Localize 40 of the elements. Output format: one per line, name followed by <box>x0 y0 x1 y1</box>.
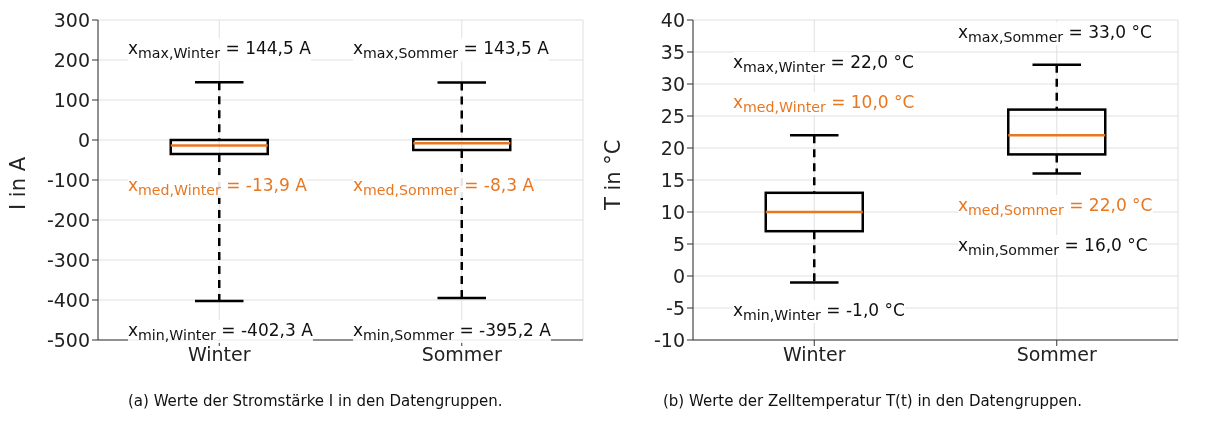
annotation: x$_{max,Sommer}$ = 33,0 °C <box>958 22 1152 46</box>
text: (b) Werte der Zelltemperatur T(t) in den Datengruppen. <box>663 392 1082 410</box>
y-tick-label: -100 <box>46 168 90 191</box>
y-tick-label: 0 <box>77 128 90 151</box>
text: (a) Werte der Stromstärke I in den Datengruppen. <box>128 392 503 410</box>
x-tick-label: Winter <box>187 343 251 366</box>
y-tick-label: -300 <box>46 248 90 271</box>
x-tick-label: Sommer <box>421 343 503 366</box>
y-tick-label: -200 <box>46 208 90 231</box>
y-tick-label: 200 <box>53 48 90 71</box>
y-tick-label: -400 <box>46 288 90 311</box>
annotation: x$_{med,Winter}$ = 10,0 °C <box>733 92 915 116</box>
annotation: x$_{med,Sommer}$ = -8,3 A <box>353 175 535 199</box>
y-tick-label: 10 <box>660 200 685 223</box>
y-tick-label: 25 <box>660 104 685 127</box>
y-tick-label: 0 <box>672 264 685 287</box>
annotation: x$_{max,Sommer}$ = 143,5 A <box>353 38 549 62</box>
y-tick-label: 300 <box>53 8 90 31</box>
y-axis-title: I in A <box>6 156 31 210</box>
annotation: x$_{med,Winter}$ = -13,9 A <box>128 175 307 199</box>
x-tick-label: Sommer <box>1016 343 1098 366</box>
annotation: x$_{med,Sommer}$ = 22,0 °C <box>958 195 1153 219</box>
annotation: x$_{max,Winter}$ = 144,5 A <box>128 38 311 62</box>
y-tick-label: -500 <box>46 328 90 351</box>
y-tick-label: 20 <box>660 136 685 159</box>
y-tick-label: 100 <box>53 88 90 111</box>
y-tick-label: 40 <box>660 8 685 31</box>
annotation: x$_{min,Sommer}$ = 16,0 °C <box>958 235 1148 259</box>
annotation: x$_{max,Winter}$ = 22,0 °C <box>733 52 914 76</box>
annotation: x$_{min,Winter}$ = -1,0 °C <box>733 300 905 324</box>
annotation: x$_{min,Winter}$ = -402,3 A <box>128 320 313 344</box>
y-tick-label: -10 <box>653 328 685 351</box>
x-tick-label: Winter <box>782 343 846 366</box>
y-tick-label: 35 <box>660 40 685 63</box>
y-tick-label: 5 <box>672 232 685 255</box>
y-tick-label: 30 <box>660 72 685 95</box>
y-tick-label: 15 <box>660 168 685 191</box>
annotation: x$_{min,Sommer}$ = -395,2 A <box>353 320 551 344</box>
y-axis-title: T in °C <box>601 139 626 211</box>
y-tick-label: -5 <box>666 296 685 319</box>
